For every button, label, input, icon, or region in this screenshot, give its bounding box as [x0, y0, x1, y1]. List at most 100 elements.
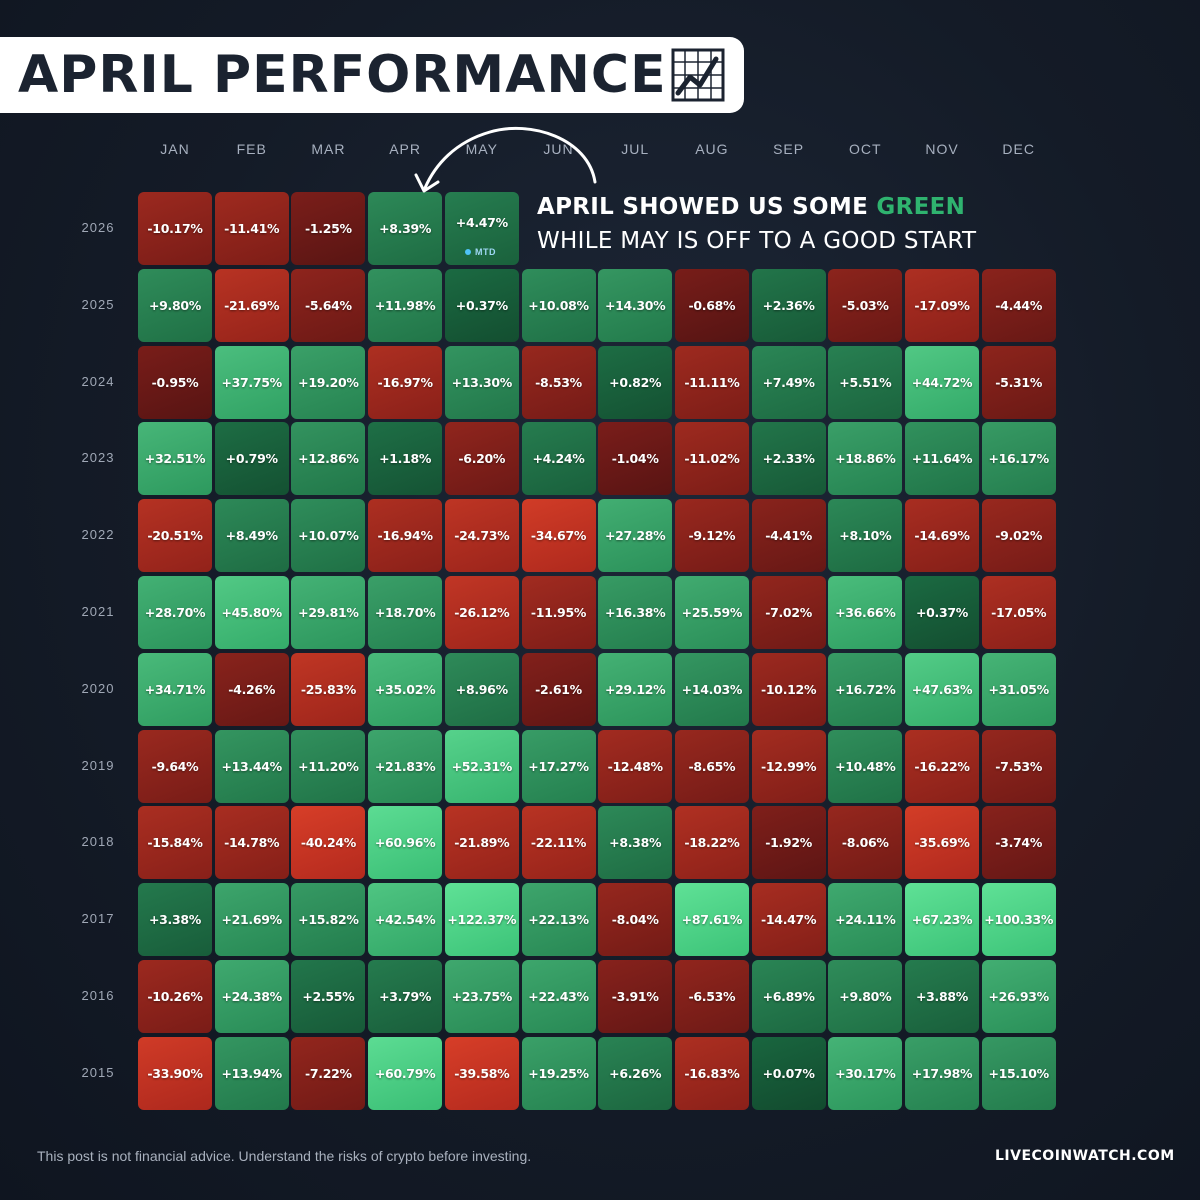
heatmap-cell-2025-nov: -17.09%: [905, 268, 979, 342]
cell-value-label: -8.04%: [611, 912, 659, 928]
heatmap-cell-2015-jun: +19.25%: [521, 1036, 596, 1110]
heatmap-cell-2025-apr: +11.98%: [368, 268, 443, 342]
cell-value-label: +8.38%: [609, 835, 662, 851]
heatmap-cell-2017-feb: +21.69%: [214, 883, 289, 957]
cell-value-label: +6.26%: [609, 1065, 662, 1081]
heatmap-cell-2022-mar: +10.07%: [291, 499, 366, 573]
cell-value-label: +4.47%: [455, 215, 508, 230]
cell-value-label: +10.07%: [298, 528, 359, 544]
cell-value-label: -26.12%: [454, 605, 510, 620]
cell-value-label: +29.12%: [604, 681, 666, 697]
heatmap-cell-2025-sep: +2.36%: [751, 268, 826, 342]
cell-value-label: +34.71%: [144, 681, 206, 697]
heatmap-cell-2023-feb: +0.79%: [214, 422, 289, 496]
month-label-nov: NOV: [925, 141, 959, 157]
heatmap-cell-2015-feb: +13.94%: [214, 1036, 289, 1110]
cell-value-label: +18.70%: [374, 605, 436, 620]
cell-value-label: +8.39%: [379, 221, 432, 236]
cell-value-label: -9.12%: [688, 528, 736, 544]
cell-value-label: -35.69%: [914, 835, 970, 851]
cell-value-label: +23.75%: [451, 989, 513, 1004]
cell-value-label: -7.53%: [995, 758, 1043, 774]
cell-value-label: -12.48%: [607, 758, 663, 774]
heatmap-cell-2018-oct: -8.06%: [828, 806, 903, 880]
cell-value-label: +2.55%: [302, 989, 355, 1004]
month-label-oct: OCT: [849, 141, 882, 157]
heatmap-cell-2015-dec: +15.10%: [981, 1036, 1056, 1110]
cell-value-label: +87.61%: [681, 912, 743, 928]
heatmap-cell-2019-apr: +21.83%: [368, 729, 443, 803]
heatmap-cell-2018-aug: -18.22%: [674, 806, 749, 880]
cell-value-label: +0.82%: [609, 374, 662, 390]
heatmap-cell-2016-jan: -10.26%: [138, 960, 212, 1033]
heatmap-cell-2021-jul: +16.38%: [598, 576, 673, 649]
cell-value-label: +10.48%: [835, 758, 896, 774]
heatmap-cell-2025-dec: -4.44%: [981, 268, 1056, 342]
cell-value-label: +7.49%: [762, 374, 815, 390]
cell-value-label: -4.44%: [995, 297, 1043, 313]
cell-value-label: +13.44%: [221, 758, 282, 774]
heatmap-cell-2016-dec: +26.93%: [981, 960, 1056, 1033]
cell-value-label: -11.95%: [530, 605, 587, 620]
year-label-2018: 2018: [81, 834, 115, 850]
heatmap-cell-2020-jul: +29.12%: [598, 652, 673, 726]
cell-value-label: +29.81%: [298, 605, 359, 620]
page-title: APRIL PERFORMANCE: [18, 45, 667, 105]
heatmap-cell-2026-feb: -11.41%: [214, 192, 289, 265]
cell-value-label: +15.82%: [298, 912, 359, 928]
heatmap-cell-2018-dec: -3.74%: [981, 806, 1056, 880]
heatmap-cell-2017-jan: +3.38%: [138, 883, 212, 957]
cell-value-label: -6.20%: [458, 451, 506, 467]
heatmap-cell-2023-nov: +11.64%: [905, 422, 979, 496]
month-label-sep: SEP: [773, 141, 805, 157]
month-label-may: MAY: [465, 141, 498, 157]
cell-value-label: +17.27%: [528, 758, 589, 774]
heatmap-cell-2024-mar: +19.20%: [291, 345, 366, 419]
cell-value-label: -14.47%: [761, 912, 817, 928]
cell-value-label: -10.12%: [761, 681, 817, 697]
annotation-highlight: GREEN: [876, 194, 966, 220]
heatmap-cell-2018-jul: +8.38%: [598, 806, 673, 880]
heatmap-cell-2019-dec: -7.53%: [981, 729, 1056, 803]
heatmap-cell-2016-jun: +22.43%: [521, 960, 596, 1033]
heatmap-cell-2024-apr: -16.97%: [368, 345, 443, 419]
cell-value-label: -6.53%: [688, 989, 736, 1004]
cell-value-label: -4.26%: [228, 681, 276, 697]
cell-value-label: -33.90%: [147, 1065, 203, 1081]
heatmap-cell-2016-oct: +9.80%: [828, 960, 903, 1033]
cell-value-label: +1.18%: [379, 451, 432, 467]
cell-value-label: -20.51%: [147, 528, 203, 544]
year-label-2017: 2017: [81, 911, 115, 927]
cell-value-label: -7.22%: [305, 1065, 352, 1081]
cell-value-label: +12.86%: [298, 451, 359, 467]
heatmap-cell-2024-oct: +5.51%: [828, 345, 903, 419]
cell-value-label: -15.84%: [147, 835, 203, 851]
cell-value-label: +14.03%: [681, 681, 743, 697]
cell-value-label: +67.23%: [911, 912, 973, 928]
cell-value-label: +42.54%: [374, 912, 436, 928]
heatmap-cell-2025-feb: -21.69%: [214, 268, 289, 342]
cell-value-label: -14.69%: [914, 528, 970, 544]
cell-value-label: +21.69%: [221, 912, 282, 928]
heatmap-cell-2021-jan: +28.70%: [138, 576, 212, 649]
heatmap-cell-2024-nov: +44.72%: [905, 345, 979, 419]
cell-value-label: -4.41%: [765, 528, 812, 544]
heatmap-cell-2023-oct: +18.86%: [828, 422, 903, 496]
cell-value-label: +19.20%: [298, 374, 359, 390]
year-label-2025: 2025: [81, 296, 115, 312]
cell-value-label: +47.63%: [911, 681, 973, 697]
cell-value-label: +11.20%: [298, 758, 359, 774]
cell-value-label: +31.05%: [988, 681, 1049, 697]
heatmap-cell-2025-may: +0.37%: [444, 268, 519, 342]
heatmap-cell-2016-aug: -6.53%: [674, 960, 749, 1033]
cell-value-label: +11.64%: [911, 451, 973, 467]
heatmap-cell-2026-mar: -1.25%: [291, 192, 366, 265]
heatmap-cell-2018-mar: -40.24%: [291, 806, 366, 880]
heatmap-cell-2022-jun: -34.67%: [521, 499, 596, 573]
cell-value-label: -16.83%: [684, 1065, 740, 1081]
heatmap-cell-2020-apr: +35.02%: [368, 652, 443, 726]
cell-value-label: +13.94%: [221, 1065, 282, 1081]
heatmap-cell-2018-nov: -35.69%: [905, 806, 979, 880]
heatmap-cell-2021-dec: -17.05%: [981, 576, 1056, 649]
month-label-jun: JUN: [543, 141, 574, 157]
